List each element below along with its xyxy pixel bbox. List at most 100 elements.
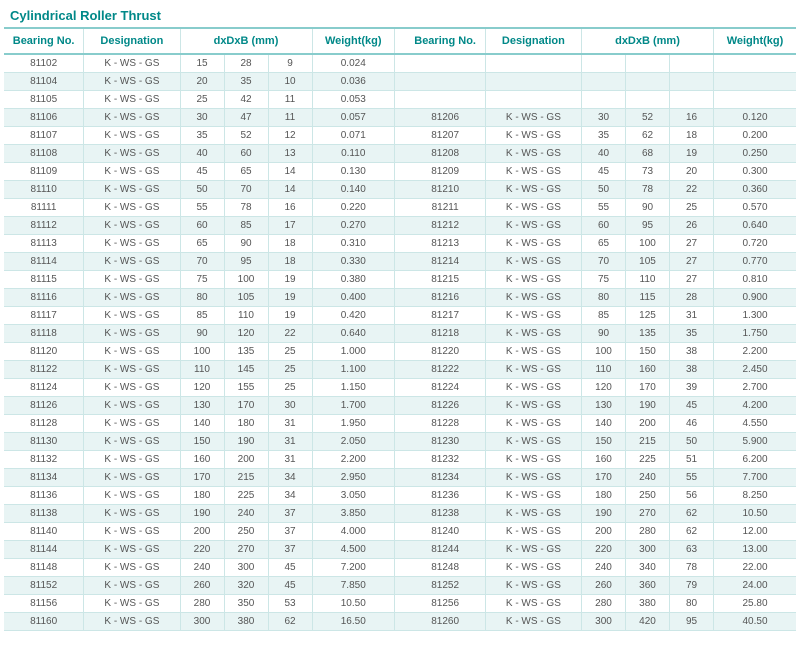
cell-bearing: 81217	[406, 307, 486, 325]
cell-designation: K - WS - GS	[84, 613, 180, 631]
cell-d: 70	[582, 253, 626, 271]
cell-d	[582, 54, 626, 73]
cell-d: 60	[582, 217, 626, 235]
table-row: 81108K - WS - GS4060130.11081208K - WS -…	[4, 145, 796, 163]
cell-gap	[395, 577, 406, 595]
cell-d: 55	[582, 199, 626, 217]
cell-designation: K - WS - GS	[84, 415, 180, 433]
cell-D	[626, 54, 670, 73]
cell-B: 25	[670, 199, 714, 217]
table-body: 81102K - WS - GS152890.02481104K - WS - …	[4, 54, 796, 631]
cell-designation: K - WS - GS	[84, 595, 180, 613]
cell-weight: 0.071	[312, 127, 395, 145]
cell-designation: K - WS - GS	[485, 487, 581, 505]
cell-bearing: 81128	[4, 415, 84, 433]
cell-weight: 0.110	[312, 145, 395, 163]
cell-gap	[395, 307, 406, 325]
cell-bearing: 81215	[406, 271, 486, 289]
table-row: 81156K - WS - GS2803505310.5081256K - WS…	[4, 595, 796, 613]
cell-d: 150	[582, 433, 626, 451]
cell-designation: K - WS - GS	[84, 235, 180, 253]
cell-D: 135	[224, 343, 268, 361]
cell-D: 60	[224, 145, 268, 163]
cell-B: 11	[268, 109, 312, 127]
cell-bearing: 81208	[406, 145, 486, 163]
table-header: Bearing No. Designation dxDxB (mm) Weigh…	[4, 28, 796, 54]
cell-D: 65	[224, 163, 268, 181]
cell-gap	[395, 343, 406, 361]
cell-gap	[395, 163, 406, 181]
cell-weight: 1.000	[312, 343, 395, 361]
cell-designation: K - WS - GS	[84, 325, 180, 343]
cell-weight: 1.100	[312, 361, 395, 379]
cell-bearing: 81236	[406, 487, 486, 505]
cell-weight: 0.310	[312, 235, 395, 253]
cell-designation: K - WS - GS	[84, 145, 180, 163]
cell-B: 18	[670, 127, 714, 145]
cell-B: 39	[670, 379, 714, 397]
cell-d: 110	[180, 361, 224, 379]
cell-bearing: 81214	[406, 253, 486, 271]
col-designation: Designation	[84, 28, 180, 54]
cell-bearing: 81105	[4, 91, 84, 109]
cell-B	[670, 54, 714, 73]
cell-d: 25	[180, 91, 224, 109]
cell-D: 100	[224, 271, 268, 289]
cell-D: 115	[626, 289, 670, 307]
cell-B: 14	[268, 163, 312, 181]
cell-weight: 0.220	[312, 199, 395, 217]
cell-weight: 4.550	[714, 415, 797, 433]
cell-bearing: 81228	[406, 415, 486, 433]
cell-bearing: 81138	[4, 505, 84, 523]
cell-d: 180	[180, 487, 224, 505]
cell-weight: 0.057	[312, 109, 395, 127]
cell-B: 30	[268, 397, 312, 415]
cell-B: 11	[268, 91, 312, 109]
cell-B: 62	[268, 613, 312, 631]
cell-B: 37	[268, 541, 312, 559]
cell-B: 35	[670, 325, 714, 343]
table-row: 81120K - WS - GS100135251.00081220K - WS…	[4, 343, 796, 361]
cell-D: 120	[224, 325, 268, 343]
cell-designation: K - WS - GS	[84, 505, 180, 523]
cell-D: 420	[626, 613, 670, 631]
cell-D: 340	[626, 559, 670, 577]
cell-bearing: 81132	[4, 451, 84, 469]
cell-weight: 0.120	[714, 109, 797, 127]
cell-D: 280	[626, 523, 670, 541]
cell-bearing: 81106	[4, 109, 84, 127]
cell-bearing: 81256	[406, 595, 486, 613]
cell-weight: 0.380	[312, 271, 395, 289]
cell-designation: K - WS - GS	[485, 451, 581, 469]
cell-d: 65	[180, 235, 224, 253]
cell-bearing: 81104	[4, 73, 84, 91]
table-row: 81134K - WS - GS170215342.95081234K - WS…	[4, 469, 796, 487]
cell-bearing: 81116	[4, 289, 84, 307]
cell-B: 37	[268, 505, 312, 523]
cell-d: 200	[582, 523, 626, 541]
cell-D: 73	[626, 163, 670, 181]
cell-B: 51	[670, 451, 714, 469]
cell-B: 25	[268, 361, 312, 379]
cell-D: 300	[224, 559, 268, 577]
cell-d: 40	[582, 145, 626, 163]
cell-d: 75	[582, 271, 626, 289]
cell-d: 55	[180, 199, 224, 217]
cell-bearing: 81136	[4, 487, 84, 505]
cell-B: 18	[268, 235, 312, 253]
cell-d: 30	[582, 109, 626, 127]
cell-weight: 24.00	[714, 577, 797, 595]
cell-d: 220	[180, 541, 224, 559]
cell-weight: 6.200	[714, 451, 797, 469]
table-row: 81136K - WS - GS180225343.05081236K - WS…	[4, 487, 796, 505]
cell-weight: 25.80	[714, 595, 797, 613]
cell-d: 65	[582, 235, 626, 253]
cell-D	[626, 91, 670, 109]
cell-d: 50	[582, 181, 626, 199]
cell-D: 250	[224, 523, 268, 541]
cell-weight: 3.850	[312, 505, 395, 523]
table-row: 81152K - WS - GS260320457.85081252K - WS…	[4, 577, 796, 595]
cell-B: 25	[268, 379, 312, 397]
cell-B: 63	[670, 541, 714, 559]
cell-d: 20	[180, 73, 224, 91]
